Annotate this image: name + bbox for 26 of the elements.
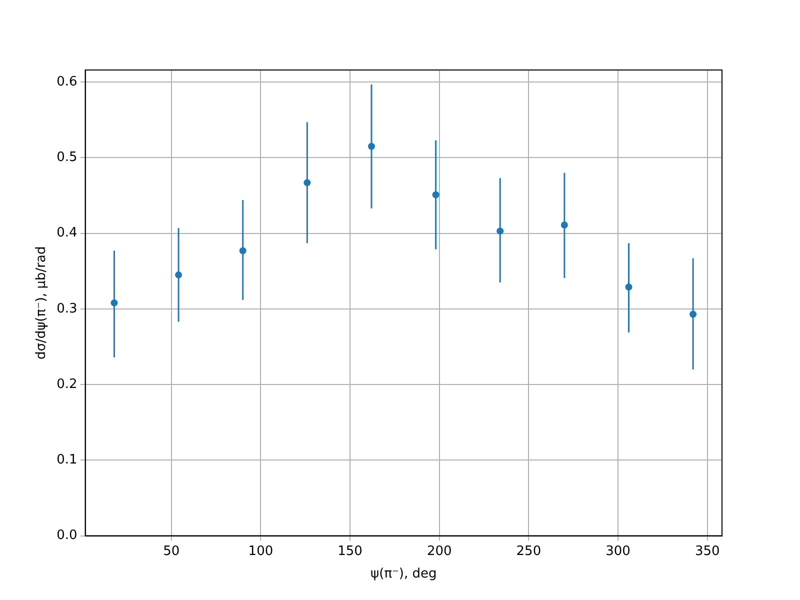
y-axis-title: dσ/dψ(π⁻), μb/rad xyxy=(34,246,50,360)
point xyxy=(304,179,311,186)
x-tick-label: 150 xyxy=(338,544,362,559)
x-tick-label: 100 xyxy=(248,544,274,559)
x-axis-title: ψ(π⁻), deg xyxy=(370,566,437,582)
y-tick-label: 0.4 xyxy=(56,226,78,241)
point xyxy=(110,299,118,306)
y-tick-label: 0.6 xyxy=(56,74,78,90)
point xyxy=(496,228,504,235)
x-tick-label: 300 xyxy=(606,544,630,559)
point xyxy=(239,247,246,254)
x-tick-label: 250 xyxy=(516,544,542,559)
x-tick-label: 350 xyxy=(694,544,720,559)
y-tick-label: 0.3 xyxy=(56,301,78,316)
point xyxy=(560,222,568,229)
point xyxy=(175,271,182,278)
x-tick-label: 50 xyxy=(163,544,180,559)
y-tick-label: 0.2 xyxy=(56,376,78,392)
y-tick-label: 0.5 xyxy=(56,150,78,166)
y-tick-label: 0.1 xyxy=(56,452,78,468)
x-tick-label: 200 xyxy=(426,544,452,559)
point xyxy=(690,310,697,318)
point xyxy=(368,142,375,150)
point xyxy=(625,284,632,291)
point xyxy=(432,191,440,198)
y-tick-label: 0.0 xyxy=(56,528,78,544)
